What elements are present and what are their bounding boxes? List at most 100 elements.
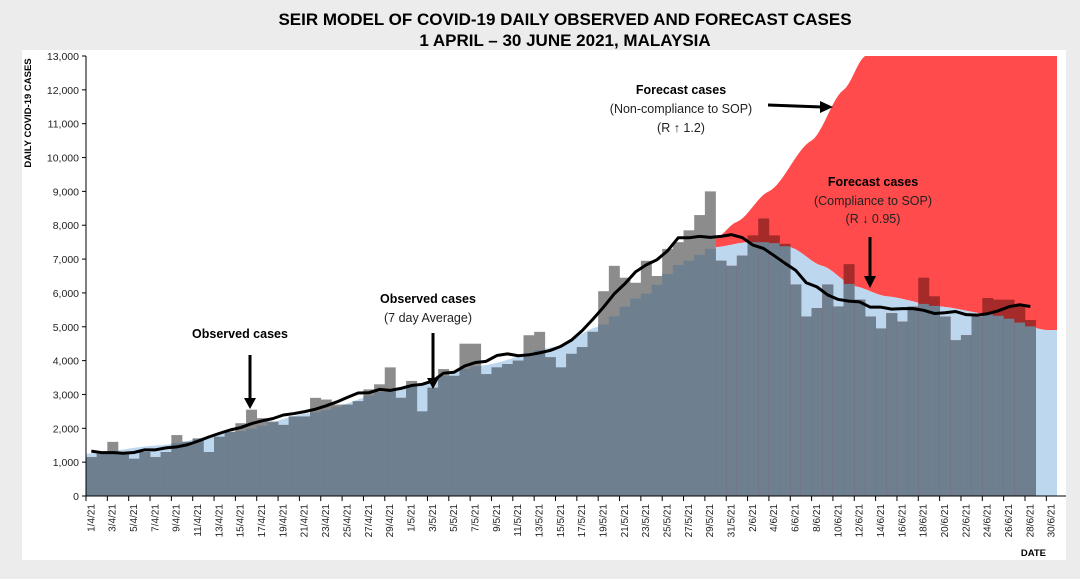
overlap-bar — [651, 284, 663, 496]
overlap-bar — [832, 306, 844, 496]
overlap-bar — [1014, 322, 1026, 496]
overlap-bar — [747, 242, 759, 496]
x-tick-label: 25/4/21 — [342, 504, 353, 538]
overlap-bar — [480, 374, 492, 496]
annotation-observed: Observed cases — [192, 327, 288, 341]
annotation-comp-r: (R ↓ 0.95) — [846, 212, 901, 226]
overlap-bar — [246, 428, 258, 496]
overlap-bar — [768, 243, 780, 496]
overlap-bar — [928, 305, 940, 496]
overlap-bar — [630, 298, 642, 496]
overlap-bar — [672, 265, 684, 496]
x-tick-label: 15/4/21 — [236, 504, 247, 538]
overlap-bar — [491, 367, 503, 496]
overlap-bar — [1003, 318, 1015, 496]
overlap-bar — [363, 395, 375, 496]
x-tick-label: 11/4/21 — [193, 504, 204, 537]
overlap-bar — [598, 324, 610, 496]
overlap-bar — [566, 353, 578, 496]
x-tick-label: 16/6/21 — [897, 504, 908, 538]
arrowhead-noncomp — [820, 101, 833, 113]
overlap-bar — [86, 457, 97, 496]
seven-day-average-line — [91, 233, 1031, 455]
x-tick-label: 30/6/21 — [1047, 504, 1058, 538]
x-tick-label: 7/5/21 — [470, 504, 481, 532]
overlap-bar — [822, 284, 834, 496]
overlap-bar — [107, 451, 119, 496]
overlap-bar — [640, 293, 652, 496]
arrowhead-avg — [427, 378, 439, 389]
x-tick-label: 1/4/21 — [86, 504, 97, 532]
y-tick-label: 7,000 — [53, 254, 79, 266]
annotation-noncomp-title: Forecast cases — [636, 83, 726, 97]
annotation-noncomp-sub: (Non-compliance to SOP) — [610, 102, 752, 116]
x-tick-label: 12/6/21 — [855, 504, 866, 538]
x-tick-label: 10/6/21 — [833, 504, 844, 538]
overlap-bar — [406, 385, 418, 496]
x-tick-label: 2/6/21 — [748, 504, 759, 532]
overlap-bar — [950, 340, 962, 496]
y-tick-label: 3,000 — [53, 389, 79, 401]
overlap-bar — [214, 436, 226, 496]
overlap-bar — [150, 457, 161, 496]
x-tick-label: 5/5/21 — [449, 504, 460, 532]
x-tick-label: 6/6/21 — [791, 504, 802, 532]
y-tick-label: 8,000 — [53, 220, 79, 232]
overlap-bar — [662, 273, 674, 496]
overlap-bar — [992, 315, 1004, 496]
x-tick-label: 27/4/21 — [364, 504, 375, 538]
x-tick-label: 19/4/21 — [278, 504, 289, 538]
overlap-bar — [523, 352, 535, 496]
y-tick-label: 11,000 — [48, 119, 79, 131]
overlap-bar — [960, 335, 972, 496]
x-tick-label: 21/4/21 — [300, 504, 311, 538]
x-tick-label: 29/5/21 — [705, 504, 716, 538]
overlap-bar — [128, 458, 140, 496]
overlap-bar — [192, 438, 204, 496]
overlap-bar — [320, 410, 332, 496]
overlap-bar — [139, 452, 151, 496]
x-tick-label: 14/6/21 — [876, 504, 887, 538]
overlap-bar — [843, 283, 855, 496]
overlap-bar — [171, 443, 183, 496]
y-tick-label: 6,000 — [53, 288, 79, 300]
overlap-bar — [811, 308, 823, 496]
x-tick-label: 9/4/21 — [172, 504, 183, 532]
x-tick-label: 25/5/21 — [663, 504, 674, 538]
overlap-bar — [971, 316, 983, 496]
y-tick-label: 9,000 — [53, 186, 79, 198]
overlap-bar — [299, 416, 311, 496]
y-tick-label: 4,000 — [53, 356, 79, 368]
x-tick-label: 26/6/21 — [1004, 504, 1015, 538]
overlap-bar — [203, 452, 215, 496]
y-tick-label: 10,000 — [47, 153, 79, 165]
x-tick-label: 1/5/21 — [406, 504, 417, 532]
overlap-bar — [182, 441, 194, 496]
overlap-bar — [886, 313, 898, 496]
overlap-bar — [544, 357, 556, 496]
overlap-bar — [555, 367, 567, 496]
overlap-bar — [331, 407, 343, 496]
overlap-bar — [608, 316, 620, 496]
arrowhead-comp — [864, 276, 876, 288]
annotation-avg-title: Observed cases — [380, 292, 476, 306]
overlap-bar — [1024, 326, 1036, 496]
overlap-bar — [800, 316, 812, 496]
x-tick-label: 24/6/21 — [983, 504, 994, 538]
overlap-bar — [459, 368, 471, 496]
y-tick-label: 2,000 — [53, 423, 79, 435]
x-tick-label: 27/5/21 — [684, 504, 695, 538]
overlap-bar — [534, 349, 546, 496]
overlap-bar — [160, 452, 172, 496]
x-tick-label: 29/4/21 — [385, 504, 396, 538]
x-tick-label: 18/6/21 — [919, 504, 930, 538]
overlap-bar — [587, 331, 599, 496]
annotation-comp-sub: (Compliance to SOP) — [814, 194, 932, 208]
x-tick-label: 31/5/21 — [727, 504, 738, 538]
x-axis-label: DATE — [1021, 548, 1046, 559]
overlap-bar — [875, 328, 887, 496]
overlap-bar — [448, 375, 460, 496]
overlap-bar — [736, 255, 748, 496]
